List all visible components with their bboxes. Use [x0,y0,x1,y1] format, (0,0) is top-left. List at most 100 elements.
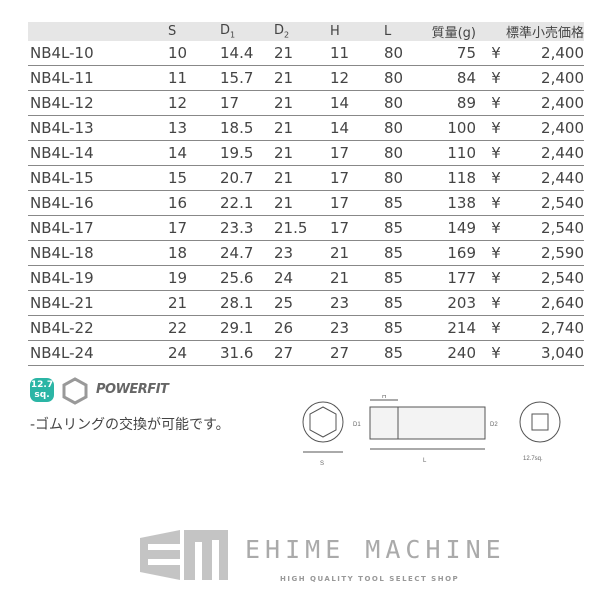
cell-model: NB4L-13 [28,115,168,141]
cell-l: 85 [384,340,426,366]
cell-d1: 25.6 [220,265,274,291]
cell-s: 15 [168,165,220,191]
cell-s: 16 [168,190,220,216]
cell-yen: ¥ [476,41,516,66]
cell-h: 17 [330,190,384,216]
cell-model: NB4L-10 [28,41,168,66]
cell-price: 2,400 [516,65,584,91]
cell-d1: 20.7 [220,165,274,191]
cell-price: 2,400 [516,41,584,66]
cell-d1: 29.1 [220,315,274,341]
cell-price: 2,740 [516,315,584,341]
table-row: NB4L-19 19 25.6 24 21 85 177 ¥2,540 [28,265,584,291]
table-row: NB4L-13 13 18.5 21 14 80 100 ¥2,400 [28,115,584,141]
cell-h: 17 [330,140,384,166]
cell-s: 10 [168,41,220,66]
header-h: H [330,22,384,41]
header-d2: D2 [274,22,330,41]
cell-model: NB4L-11 [28,65,168,91]
cell-d2: 21.5 [274,215,330,241]
cell-l: 85 [384,265,426,291]
cell-model: NB4L-18 [28,240,168,266]
cell-d2: 21 [274,65,330,91]
cell-price: 2,540 [516,215,584,241]
table-row: NB4L-22 22 29.1 26 23 85 214 ¥2,740 [28,315,584,341]
cell-price: 2,400 [516,90,584,116]
em-logo-icon [140,530,228,580]
cell-price: 3,040 [516,340,584,366]
cell-h: 14 [330,115,384,141]
cell-weight: 214 [426,315,476,341]
cell-price: 2,440 [516,165,584,191]
dim-l: L [423,458,427,464]
brand-tagline: HIGH QUALITY TOOL SELECT SHOP [280,575,460,583]
cell-h: 21 [330,265,384,291]
note-text: -ゴムリングの交換が可能です。 [30,417,230,433]
header-s: S [168,22,220,41]
cell-d1: 24.7 [220,240,274,266]
socket-diagram: S H D1 D2 L 12.7sq. [302,395,561,467]
cell-yen: ¥ [476,240,516,266]
cell-weight: 100 [426,115,476,141]
cell-price: 2,640 [516,290,584,316]
dim-d1: D1 [353,422,361,428]
cell-d1: 19.5 [220,140,274,166]
cell-l: 80 [384,115,426,141]
header-model [28,22,168,41]
cell-l: 85 [384,215,426,241]
cell-model: NB4L-19 [28,265,168,291]
cell-d2: 26 [274,315,330,341]
cell-s: 24 [168,340,220,366]
cell-s: 19 [168,265,220,291]
cell-l: 85 [384,315,426,341]
cell-model: NB4L-12 [28,90,168,116]
cell-s: 14 [168,140,220,166]
cell-l: 80 [384,65,426,91]
cell-h: 23 [330,315,384,341]
cell-h: 12 [330,65,384,91]
cell-price: 2,400 [516,115,584,141]
cell-yen: ¥ [476,265,516,291]
cell-l: 85 [384,290,426,316]
cell-yen: ¥ [476,140,516,166]
table-row: NB4L-16 16 22.1 21 17 85 138 ¥2,540 [28,190,584,216]
cell-model: NB4L-15 [28,165,168,191]
cell-h: 17 [330,215,384,241]
header-price: 標準小売価格 [476,22,584,41]
cell-d2: 27 [274,340,330,366]
cell-weight: 110 [426,140,476,166]
cell-yen: ¥ [476,290,516,316]
cell-d1: 14.4 [220,41,274,66]
cell-model: NB4L-14 [28,140,168,166]
cell-weight: 89 [426,90,476,116]
powerfit-logo: POWERFIT [96,382,169,397]
table-row: NB4L-12 12 17 21 14 80 89 ¥2,400 [28,90,584,116]
table-row: NB4L-11 11 15.7 21 12 80 84 ¥2,400 [28,65,584,91]
cell-yen: ¥ [476,215,516,241]
dim-s: S [320,461,324,467]
hexagon-icon [62,377,88,405]
cell-price: 2,440 [516,140,584,166]
cell-h: 14 [330,90,384,116]
cell-weight: 169 [426,240,476,266]
table-row: NB4L-21 21 28.1 25 23 85 203 ¥2,640 [28,290,584,316]
cell-price: 2,590 [516,240,584,266]
header-l: L [384,22,426,41]
cell-d1: 28.1 [220,290,274,316]
cell-d1: 22.1 [220,190,274,216]
cell-weight: 149 [426,215,476,241]
header-weight: 質量(g) [426,22,476,41]
cell-d2: 21 [274,90,330,116]
cell-weight: 84 [426,65,476,91]
cell-h: 11 [330,41,384,66]
cell-d2: 24 [274,265,330,291]
cell-d2: 21 [274,115,330,141]
cell-d2: 23 [274,240,330,266]
cell-s: 22 [168,315,220,341]
spec-table: S D1 D2 H L 質量(g) 標準小売価格 NB4L-10 10 14.4 21… [28,22,584,366]
brand-name: EHIME MACHINE [245,535,506,564]
badge-size: 12.7 [30,380,54,390]
cell-s: 12 [168,90,220,116]
table-row: NB4L-17 17 23.3 21.5 17 85 149 ¥2,540 [28,215,584,241]
cell-l: 85 [384,190,426,216]
